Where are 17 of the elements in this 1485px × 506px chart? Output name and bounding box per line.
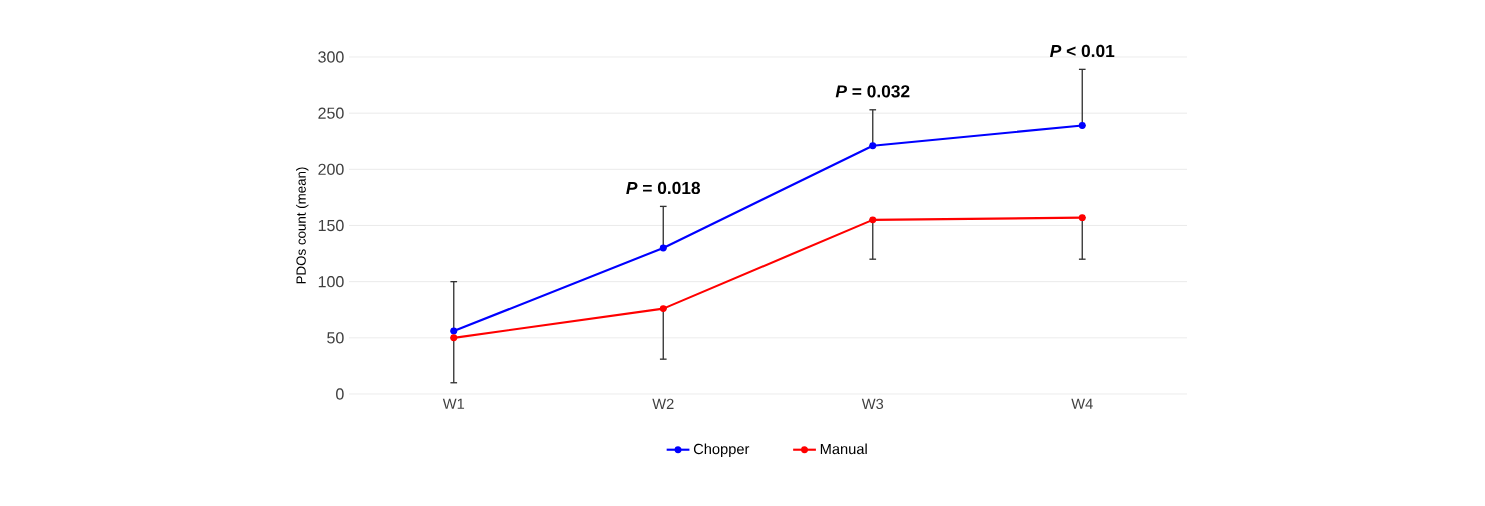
y-tick-label: 250 xyxy=(318,107,344,119)
x-tick-label: W4 xyxy=(1071,398,1093,409)
annotation: P = 0.018 xyxy=(626,181,701,195)
annotation: P < 0.01 xyxy=(1050,44,1115,58)
y-tick-label: 300 xyxy=(318,51,344,63)
annotation: P = 0.032 xyxy=(835,85,910,98)
legend-label: Chopper xyxy=(693,443,750,458)
x-tick-label: W2 xyxy=(652,398,674,409)
y-tick-label: 0 xyxy=(336,388,344,400)
y-axis-title: PDOs count (mean) xyxy=(296,167,309,284)
y-tick-label: 150 xyxy=(318,219,344,232)
y-tick-label: 200 xyxy=(318,163,344,175)
x-tick-label: W1 xyxy=(442,398,465,409)
y-tick-label: 100 xyxy=(318,276,344,288)
y-tick-label: 50 xyxy=(327,332,344,344)
x-tick-label: W3 xyxy=(861,398,884,410)
legend-label: Manual xyxy=(820,443,867,455)
